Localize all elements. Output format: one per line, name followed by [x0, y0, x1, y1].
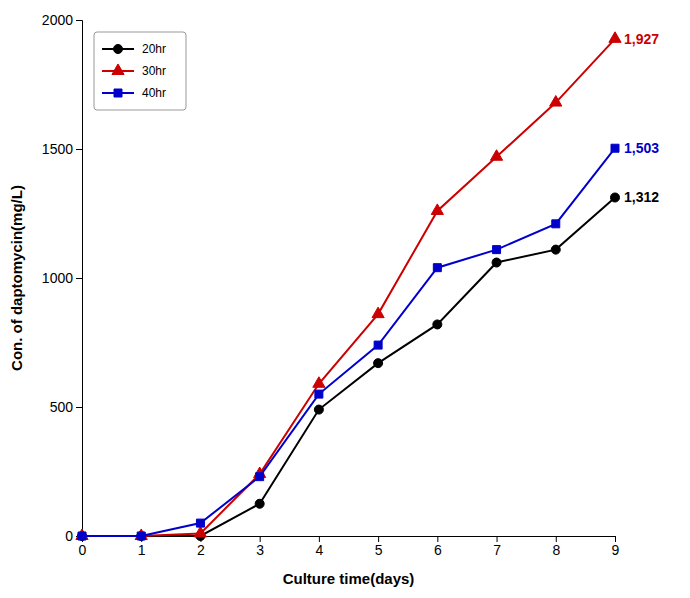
legend-item: 20hr: [102, 42, 166, 56]
legend-box: [94, 32, 186, 110]
marker: [552, 220, 560, 228]
marker: [76, 529, 88, 540]
marker: [194, 526, 206, 537]
marker: [610, 193, 619, 202]
marker: [137, 532, 145, 540]
marker: [493, 246, 501, 254]
tick: 3: [256, 536, 264, 558]
marker: [611, 144, 619, 152]
marker: [609, 32, 621, 43]
marker: [372, 307, 384, 318]
series-line: [82, 198, 615, 536]
tick: 500: [50, 399, 82, 415]
x-axis-title: Culture time(days): [283, 570, 415, 587]
tick: 9: [612, 536, 620, 558]
marker: [313, 377, 325, 388]
series-line: [82, 148, 615, 536]
marker: [137, 531, 146, 540]
series-line: [82, 39, 615, 536]
marker: [256, 473, 264, 481]
legend-marker: [114, 89, 122, 97]
tick: 4: [315, 536, 323, 558]
y-axis: 0 500 1000 1500 2000: [42, 12, 83, 544]
tick-label: 1500: [42, 141, 73, 157]
tick-label: 500: [50, 399, 74, 415]
tick: 1000: [42, 270, 82, 286]
marks: [76, 32, 621, 541]
legend-label: 40hr: [142, 86, 166, 100]
marker: [77, 531, 86, 540]
marker: [315, 390, 323, 398]
axis-line: [83, 537, 616, 543]
tick: 8: [552, 536, 560, 558]
legend-marker: [112, 64, 124, 75]
tick-label: 3: [256, 542, 264, 558]
marker: [433, 320, 442, 329]
tick-mark: [76, 278, 82, 279]
tick: 2000: [42, 12, 82, 28]
legend-label: 20hr: [142, 42, 166, 56]
legend-item: 40hr: [102, 86, 166, 100]
annotation: 1,312: [624, 189, 659, 205]
y-axis-title: Con. of daptomycin(mg/L): [8, 185, 25, 371]
legend-marker: [113, 44, 122, 53]
marker: [374, 341, 382, 349]
marker: [431, 204, 443, 215]
tick-mark: [76, 20, 82, 21]
marker: [492, 258, 501, 267]
tick-label: 2000: [42, 12, 73, 28]
tick-label: 2: [197, 542, 205, 558]
marker: [490, 150, 502, 161]
chart: 0 1 2 3 4 5 6 7 8 9 0 500 1000 1500 2000 1,927 1,503 1,31…: [0, 0, 690, 598]
marker: [314, 405, 323, 414]
tick: 6: [434, 536, 442, 558]
tick: 5: [375, 536, 383, 558]
marker: [255, 499, 264, 508]
tick-label: 8: [552, 542, 560, 558]
marker: [550, 96, 562, 107]
annotation: 1,503: [624, 140, 659, 156]
legend-label: 30hr: [142, 64, 166, 78]
axis-line: [76, 21, 83, 537]
marker: [433, 264, 441, 272]
tick-label: 0: [65, 528, 73, 544]
legend: 20hr 30hr 40hr: [94, 32, 186, 110]
tick-mark: [76, 407, 82, 408]
tick-label: 1: [138, 542, 146, 558]
tick-label: 4: [315, 542, 323, 558]
x-axis: 0 1 2 3 4 5 6 7 8 9: [79, 536, 620, 558]
plot-area: 0 1 2 3 4 5 6 7 8 9 0 500 1000 1500 2000 1,927 1,503 1,31…: [42, 12, 659, 558]
tick-label: 0: [79, 542, 87, 558]
legend-item: 30hr: [102, 64, 166, 78]
annotations: 1,927 1,503 1,312: [624, 31, 659, 206]
marker: [551, 245, 560, 254]
annotation: 1,927: [624, 31, 659, 47]
marker: [196, 519, 204, 527]
tick-label: 6: [434, 542, 442, 558]
tick: 1500: [42, 141, 82, 157]
marker: [78, 532, 86, 540]
marker: [135, 529, 147, 540]
tick-label: 1000: [42, 270, 73, 286]
marker: [374, 359, 383, 368]
tick: 7: [493, 536, 501, 558]
tick-label: 9: [612, 542, 620, 558]
tick-label: 5: [375, 542, 383, 558]
tick-label: 7: [493, 542, 501, 558]
tick-mark: [76, 149, 82, 150]
